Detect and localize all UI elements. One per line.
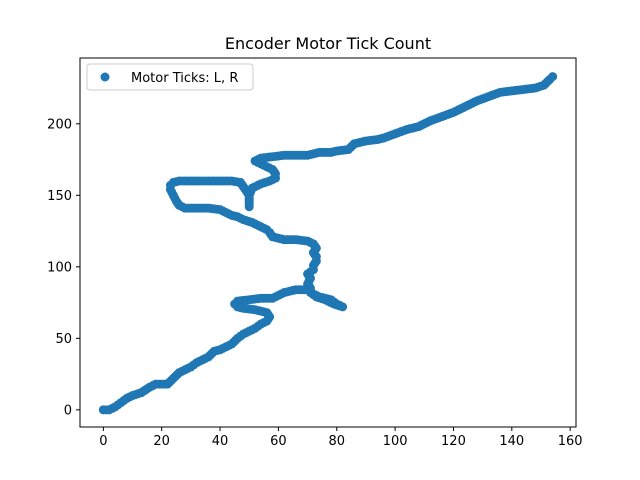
chart-title: Encoder Motor Tick Count — [225, 34, 431, 53]
x-tick-label: 80 — [328, 434, 345, 449]
y-tick-label: 100 — [47, 260, 72, 275]
y-tick-label: 150 — [47, 189, 72, 204]
legend-label: Motor Ticks: L, R — [131, 71, 238, 86]
y-tick-label: 200 — [47, 117, 72, 132]
x-tick-label: 0 — [99, 434, 107, 449]
data-points — [98, 72, 558, 415]
x-tick-label: 20 — [153, 434, 170, 449]
x-axis: 0 20 40 60 80 100 120 140 160 — [99, 427, 583, 449]
axes-frame — [79, 57, 577, 428]
x-tick-label: 100 — [383, 434, 408, 449]
plot-area — [80, 58, 576, 427]
y-tick-label: 50 — [55, 332, 72, 347]
x-tick-label: 60 — [270, 434, 287, 449]
legend-marker — [100, 72, 110, 82]
x-tick-label: 120 — [441, 434, 466, 449]
data-point — [548, 72, 558, 82]
legend: Motor Ticks: L, R — [86, 63, 254, 91]
x-tick-label: 40 — [212, 434, 229, 449]
y-axis: 0 50 100 150 200 — [47, 117, 80, 418]
x-tick-label: 160 — [558, 434, 583, 449]
y-tick-label: 0 — [64, 403, 72, 418]
legend-box — [86, 63, 254, 91]
x-tick-label: 140 — [499, 434, 524, 449]
